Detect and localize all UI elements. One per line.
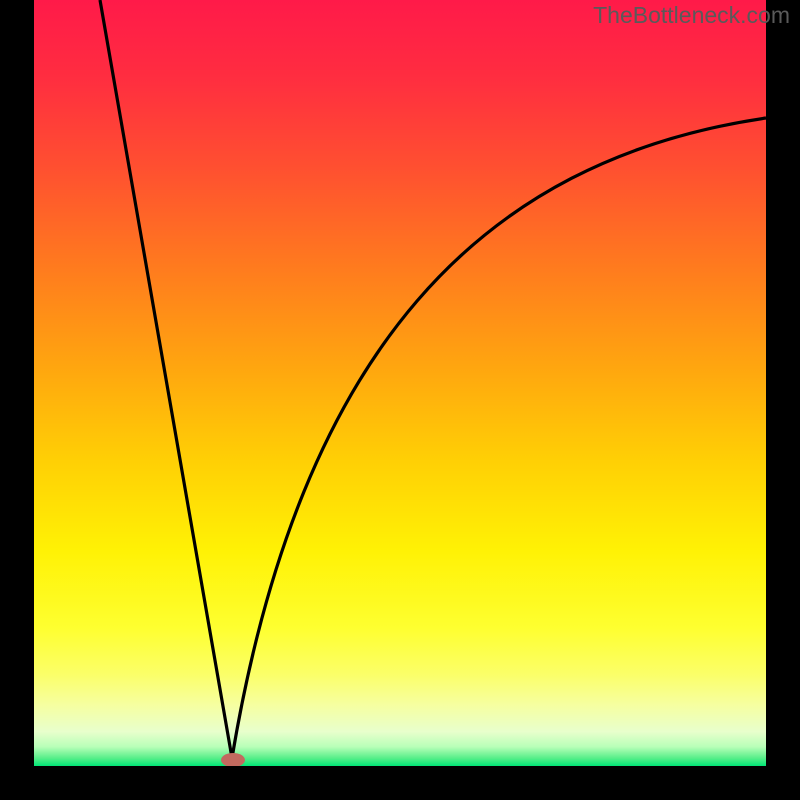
gradient-background [34,0,766,766]
gradient-plot [34,0,766,766]
border-right [766,0,800,800]
chart-stage: TheBottleneck.com [0,0,800,800]
border-bottom [0,766,800,800]
watermark-text: TheBottleneck.com [593,2,790,29]
border-left [0,0,34,800]
